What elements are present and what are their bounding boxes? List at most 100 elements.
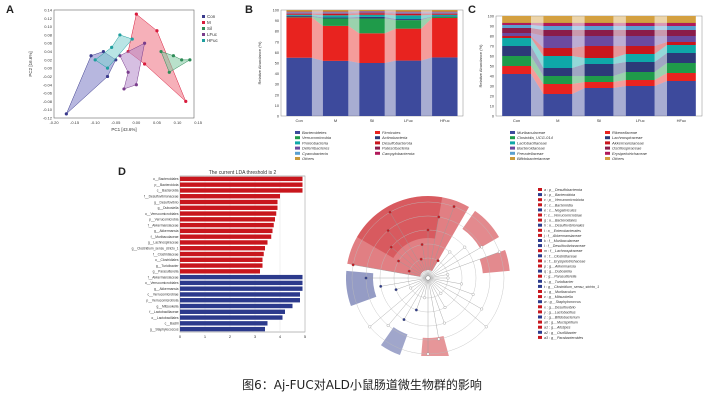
y-tick-label: 0.10 — [44, 24, 53, 29]
clade-node — [426, 228, 430, 232]
lda-bar — [180, 182, 303, 187]
flow-band — [654, 42, 667, 54]
bar-segment — [502, 23, 532, 25]
x-tick-label: 2 — [229, 334, 232, 339]
taxon-swatch — [538, 188, 542, 191]
y-tick-label: 70 — [490, 45, 494, 49]
clade-node — [437, 337, 441, 341]
x-tick-label: -0.15 — [70, 120, 80, 125]
clade-branch — [421, 244, 429, 279]
bar-segment — [543, 22, 573, 23]
data-point — [126, 70, 130, 74]
bar-segment — [543, 48, 573, 56]
flow-band — [654, 30, 667, 36]
flow-band — [654, 23, 667, 26]
bar-segment — [395, 11, 422, 13]
flow-band — [384, 12, 396, 14]
legend-swatch — [605, 157, 610, 160]
taxon-label: i : o__Enterobacterales — [544, 229, 581, 233]
taxon-swatch — [538, 198, 542, 202]
lda-bar-label: o__Verrucomicrobiales — [145, 212, 179, 216]
panel-letter-c: C — [468, 4, 476, 16]
lda-bar — [180, 176, 303, 182]
data-point — [89, 54, 93, 58]
clade-sector-m — [346, 270, 377, 307]
y-tick-label: 70 — [275, 40, 279, 44]
taxon-label: b : p__Bacteroidota — [544, 193, 575, 197]
lda-bar — [180, 205, 278, 210]
bar-segment — [395, 13, 422, 16]
y-axis-label: Relative Abundance (%) — [478, 44, 483, 88]
y-tick-label: -0.02 — [43, 74, 53, 79]
clade-branch — [416, 277, 429, 311]
flow-band — [311, 17, 323, 61]
flow-band — [654, 81, 667, 116]
lda-bar — [180, 234, 272, 239]
bar-segment — [666, 30, 696, 36]
data-point — [64, 112, 68, 116]
x-tick-label: Sil — [370, 118, 375, 123]
clade-node — [480, 307, 484, 311]
legend-label: Campylobacterota — [382, 151, 415, 156]
bar-segment — [395, 12, 422, 14]
bar-segment — [359, 10, 385, 12]
clade-branch — [427, 260, 439, 279]
bar-segment — [432, 14, 458, 17]
bar-segment — [502, 28, 532, 33]
bar-segment — [625, 72, 655, 80]
bar-segment — [543, 68, 573, 76]
clade-node — [402, 318, 406, 322]
bar-segment — [543, 26, 573, 30]
lda-bar — [180, 274, 303, 280]
legend-swatch — [605, 141, 610, 145]
x-axis-label: PC1 [43.6%] — [111, 127, 136, 132]
bar-segment — [584, 64, 614, 76]
flow-band — [572, 88, 585, 116]
y-tick-label: 100 — [488, 15, 494, 19]
lda-bar — [180, 298, 300, 303]
bar-segment — [584, 16, 614, 22]
y-tick-label: 0.06 — [44, 41, 53, 46]
taxon-label: y : g__Lactobacillus — [543, 310, 576, 314]
y-tick-label: 60 — [490, 55, 494, 59]
bar-segment — [584, 82, 614, 88]
legend-swatch — [295, 146, 300, 150]
legend-swatch — [295, 131, 300, 134]
bar-segment — [286, 12, 312, 13]
bar-segment — [395, 28, 422, 61]
flow-band — [654, 53, 667, 72]
legend-label: HFuc — [207, 38, 219, 43]
bar-segment — [322, 60, 349, 116]
taxon-label: j : f__Akkermansiaceae — [543, 234, 581, 238]
clade-sector-hfuc — [462, 210, 500, 248]
legend-swatch — [202, 27, 205, 30]
flow-band — [348, 11, 360, 13]
flow-band — [384, 18, 396, 34]
lda-bar — [180, 211, 277, 216]
flow-band — [654, 63, 667, 80]
taxon-swatch — [538, 213, 542, 217]
y-tick-label: 20 — [275, 93, 279, 97]
clade-branch — [427, 277, 482, 310]
lda-bar-label: g__Desulfovibrio — [154, 200, 179, 204]
legend-swatch — [375, 136, 380, 140]
taxon-swatch — [538, 330, 542, 334]
bar-segment — [359, 11, 385, 12]
flow-band — [531, 38, 544, 68]
legend-label: Rikenellaceae — [612, 130, 638, 135]
lda-bar — [180, 292, 300, 297]
bar-segment — [432, 11, 458, 13]
clade-branch — [380, 277, 429, 287]
bar-segment — [666, 22, 696, 23]
clade-branch — [398, 260, 429, 279]
clade-node — [426, 352, 430, 356]
flow-band — [384, 11, 396, 13]
bar-segment — [502, 56, 532, 66]
clade-branch — [427, 206, 455, 279]
taxon-label: v : g__Mitsuokella — [544, 295, 573, 299]
bar-segment — [359, 14, 385, 17]
bar-segment — [625, 46, 655, 54]
bar-segment — [584, 26, 614, 30]
clade-node — [351, 263, 355, 267]
clade-node — [386, 229, 390, 232]
